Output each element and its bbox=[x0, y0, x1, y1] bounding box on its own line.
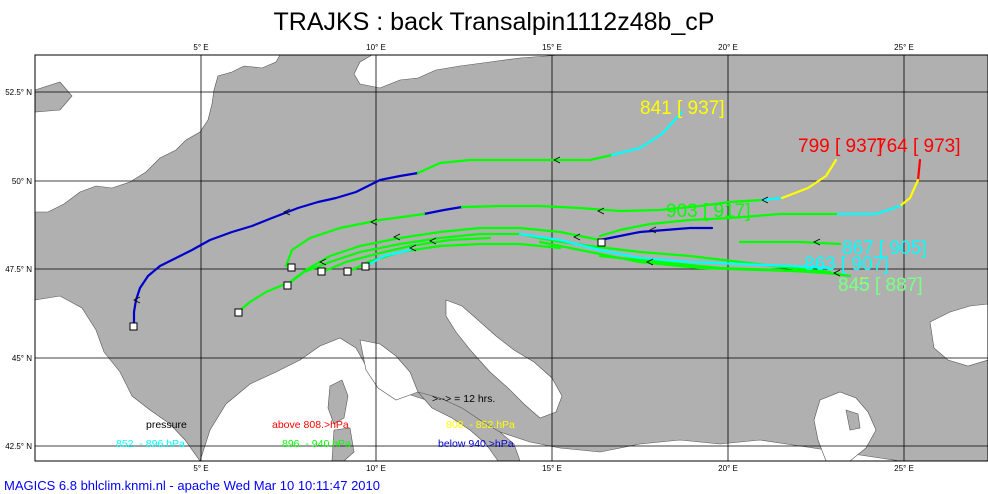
trajectory-label: 841 [ 937] bbox=[640, 98, 725, 119]
trajectory-903-yellow bbox=[780, 158, 838, 200]
legend-arrow-note: >--> = 12 hrs. bbox=[432, 393, 495, 405]
footer-credit: MAGICS 6.8 bhlclim.knmi.nl - apache Wed … bbox=[4, 478, 380, 493]
corsica bbox=[327, 379, 349, 425]
lon-tick: 25° E bbox=[894, 43, 914, 52]
trajectories bbox=[132, 110, 922, 328]
trajectory-903-west bbox=[284, 212, 426, 268]
lon-tick: 15° E bbox=[542, 43, 562, 52]
endpoint-marker bbox=[234, 308, 243, 317]
trajectory-south-9 bbox=[598, 254, 842, 276]
aegean bbox=[813, 391, 877, 462]
trajectory-endpoints bbox=[129, 238, 606, 331]
trajectory-south-6 bbox=[518, 232, 832, 270]
lon-tick: 15° E bbox=[542, 464, 562, 473]
baltic-sea bbox=[353, 54, 561, 89]
legend-808-852: 808. - 852.hPa bbox=[446, 419, 515, 431]
adriatic bbox=[445, 299, 563, 419]
legend-896-940: 896. - 940.hPa bbox=[282, 438, 351, 450]
trajectory-south-3 bbox=[320, 236, 492, 274]
trajectory-764-yellow bbox=[898, 178, 920, 208]
time-arrows bbox=[133, 156, 841, 304]
trajectory-841-green bbox=[416, 153, 614, 175]
trajectory-903-green bbox=[460, 198, 764, 213]
page-title: TRAJKS : back Transalpin1112z48b_cP bbox=[273, 8, 715, 36]
trajectory-label: 764 [ 973] bbox=[876, 136, 961, 157]
endpoint-marker bbox=[343, 267, 352, 276]
lon-tick: 25° E bbox=[894, 464, 914, 473]
map-frame bbox=[34, 54, 988, 462]
endpoint-marker bbox=[287, 263, 296, 272]
legend-below: below 940.>hPa bbox=[438, 438, 514, 450]
lon-tick: 10° E bbox=[366, 43, 386, 52]
lat-tick: 50° N bbox=[12, 177, 32, 186]
trajectory-764-red bbox=[916, 158, 922, 182]
trajectory-south-1 bbox=[236, 226, 602, 314]
trajectory-764-cyan bbox=[834, 204, 902, 216]
lat-tick: 47.5° N bbox=[5, 265, 32, 274]
trajectory-label: 799 [ 937] bbox=[798, 136, 883, 157]
aegean-island bbox=[845, 409, 861, 431]
lat-tick: 42.5° N bbox=[5, 442, 32, 451]
lon-tick: 10° E bbox=[366, 464, 386, 473]
trajectory-label: 863 [ 907] bbox=[804, 254, 889, 275]
trajectory-764-green bbox=[598, 212, 838, 238]
longitude-ticks-top: 5° E 10° E 15° E 20° E 25° E bbox=[193, 43, 913, 52]
sardinia bbox=[331, 427, 355, 462]
graticule bbox=[35, 55, 988, 461]
north-sea bbox=[34, 54, 281, 213]
legend-852-896: 852. - 896.hPa bbox=[116, 438, 185, 450]
islands bbox=[327, 379, 861, 462]
trajectory-south-8 bbox=[738, 240, 842, 246]
endpoint-marker bbox=[597, 238, 606, 247]
trajectory-label: 845 [ 887] bbox=[838, 275, 923, 296]
endpoint-marker bbox=[283, 281, 292, 290]
lon-tick: 5° E bbox=[193, 464, 208, 473]
lat-tick: 45° N bbox=[12, 354, 32, 363]
legend-pressure-label: pressure bbox=[146, 419, 187, 431]
latitude-ticks: 52.5° N 50° N 47.5° N 45° N 42.5° N bbox=[5, 88, 32, 451]
longitude-ticks-bottom: 5° E 10° E 15° E 20° E 25° E bbox=[193, 464, 913, 473]
endpoint-marker bbox=[361, 262, 370, 271]
trajectory-label: 848 [ 887] bbox=[838, 275, 923, 296]
trajectory-903-blue bbox=[422, 205, 464, 216]
legend: >--> = 12 hrs. pressure above 808.>hPa 8… bbox=[116, 393, 515, 450]
trajectory-841-blue bbox=[132, 171, 420, 328]
legend-above: above 808.>hPa bbox=[272, 419, 349, 431]
trajectory-label: 867 [ 905] bbox=[842, 238, 927, 259]
endpoint-marker bbox=[129, 322, 138, 331]
trajectory-903-cyan bbox=[760, 196, 784, 202]
endpoint-marker bbox=[317, 267, 326, 276]
sea-areas bbox=[34, 54, 988, 462]
trajectory-labels: 841 [ 937] 799 [ 937] 764 [ 973] 903 [ 9… bbox=[640, 98, 961, 296]
trajectory-south-4 bbox=[346, 242, 562, 274]
lat-tick: 52.5° N bbox=[5, 88, 32, 97]
lon-tick: 20° E bbox=[718, 464, 738, 473]
lon-tick: 20° E bbox=[718, 43, 738, 52]
trajectory-label: 903 [ 917] bbox=[666, 201, 751, 222]
lon-tick: 5° E bbox=[193, 43, 208, 52]
black-sea bbox=[929, 303, 988, 367]
trajectory-764-blue bbox=[598, 226, 714, 242]
trajectory-841-cyan bbox=[610, 110, 684, 157]
trajectory-south-5 bbox=[364, 248, 412, 268]
